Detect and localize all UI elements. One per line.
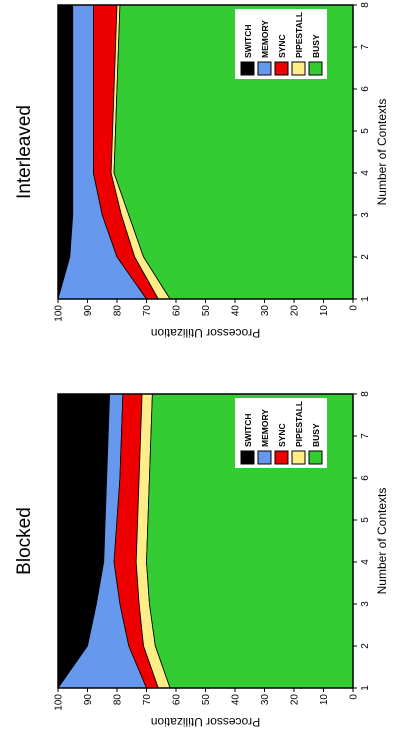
legend-swatch-memory <box>257 61 272 76</box>
legend-label-sync: SYNC <box>277 34 287 58</box>
x-tick-label: 8 <box>360 391 371 397</box>
y-tick-label: 50 <box>201 305 212 317</box>
y-tick-label: 90 <box>83 694 94 706</box>
x-axis-label: Number of Contexts <box>375 99 389 206</box>
y-axis-label: Processor Utilization <box>151 715 260 729</box>
rotated-figure: Blocked010203040506070809010012345678Num… <box>14 2 389 729</box>
legend-swatch-sync <box>274 450 289 465</box>
y-tick-label: 30 <box>260 305 271 317</box>
y-axis-label: Processor Utilization <box>151 326 260 340</box>
legend-label-busy: BUSY <box>311 34 321 58</box>
y-tick-label: 10 <box>319 305 330 317</box>
x-tick-label: 4 <box>360 170 371 176</box>
y-tick-label: 40 <box>231 305 242 317</box>
x-tick-label: 1 <box>360 296 371 302</box>
y-tick-label: 80 <box>113 305 124 317</box>
y-tick-label: 60 <box>172 694 183 706</box>
x-tick-label: 6 <box>360 475 371 481</box>
legend-swatch-busy <box>308 61 323 76</box>
x-tick-label: 6 <box>360 86 371 92</box>
legend-swatch-busy <box>308 450 323 465</box>
x-tick-label: 1 <box>360 685 371 691</box>
legend-swatch-memory <box>257 450 272 465</box>
legend-swatch-pipestall <box>291 61 306 76</box>
y-tick-label: 60 <box>172 305 183 317</box>
legend-swatch-switch <box>240 450 255 465</box>
y-tick-label: 100 <box>54 694 65 711</box>
y-tick-label: 80 <box>113 694 124 706</box>
y-tick-label: 70 <box>142 694 153 706</box>
x-axis-label: Number of Contexts <box>375 488 389 595</box>
y-tick-label: 0 <box>349 305 360 311</box>
x-tick-label: 8 <box>360 2 371 8</box>
x-tick-label: 7 <box>360 44 371 50</box>
x-tick-label: 3 <box>360 212 371 218</box>
legend-label-pipestall: PIPESTALL <box>294 401 304 447</box>
legend-label-switch: SWITCH <box>243 413 253 447</box>
legend-swatch-pipestall <box>291 450 306 465</box>
x-tick-label: 3 <box>360 601 371 607</box>
y-tick-label: 10 <box>319 694 330 706</box>
legend-label-switch: SWITCH <box>243 24 253 58</box>
y-tick-label: 100 <box>54 305 65 322</box>
legend-label-memory: MEMORY <box>260 20 270 58</box>
y-tick-label: 30 <box>260 694 271 706</box>
y-tick-label: 20 <box>290 305 301 317</box>
x-tick-label: 2 <box>360 643 371 649</box>
chart-title: Interleaved <box>14 105 35 199</box>
y-tick-label: 50 <box>201 694 212 706</box>
y-tick-label: 70 <box>142 305 153 317</box>
y-tick-label: 90 <box>83 305 94 317</box>
legend-label-busy: BUSY <box>311 423 321 447</box>
legend-label-sync: SYNC <box>277 423 287 447</box>
legend-label-memory: MEMORY <box>260 409 270 447</box>
legend-swatch-sync <box>274 61 289 76</box>
chart-interleaved: Interleaved 0 10 20 30 40 50 60 70 80 90 100 1 2 3 4 5 6 7… <box>14 2 389 340</box>
x-tick-label: 7 <box>360 433 371 439</box>
legend-swatch-switch <box>240 61 255 76</box>
x-tick-label: 2 <box>360 254 371 260</box>
y-tick-label: 40 <box>231 694 242 706</box>
chart-title: Blocked <box>14 507 35 575</box>
legend-label-pipestall: PIPESTALL <box>294 12 304 58</box>
x-tick-label: 5 <box>360 128 371 134</box>
y-tick-label: 20 <box>290 694 301 706</box>
y-tick-label: 0 <box>349 694 360 700</box>
chart-blocked: Blocked 0 10 20 30 40 50 60 70 80 90 100 1 2 3 4 5 6 7 8 Num… <box>14 391 389 729</box>
x-tick-label: 4 <box>360 559 371 565</box>
x-tick-label: 5 <box>360 517 371 523</box>
